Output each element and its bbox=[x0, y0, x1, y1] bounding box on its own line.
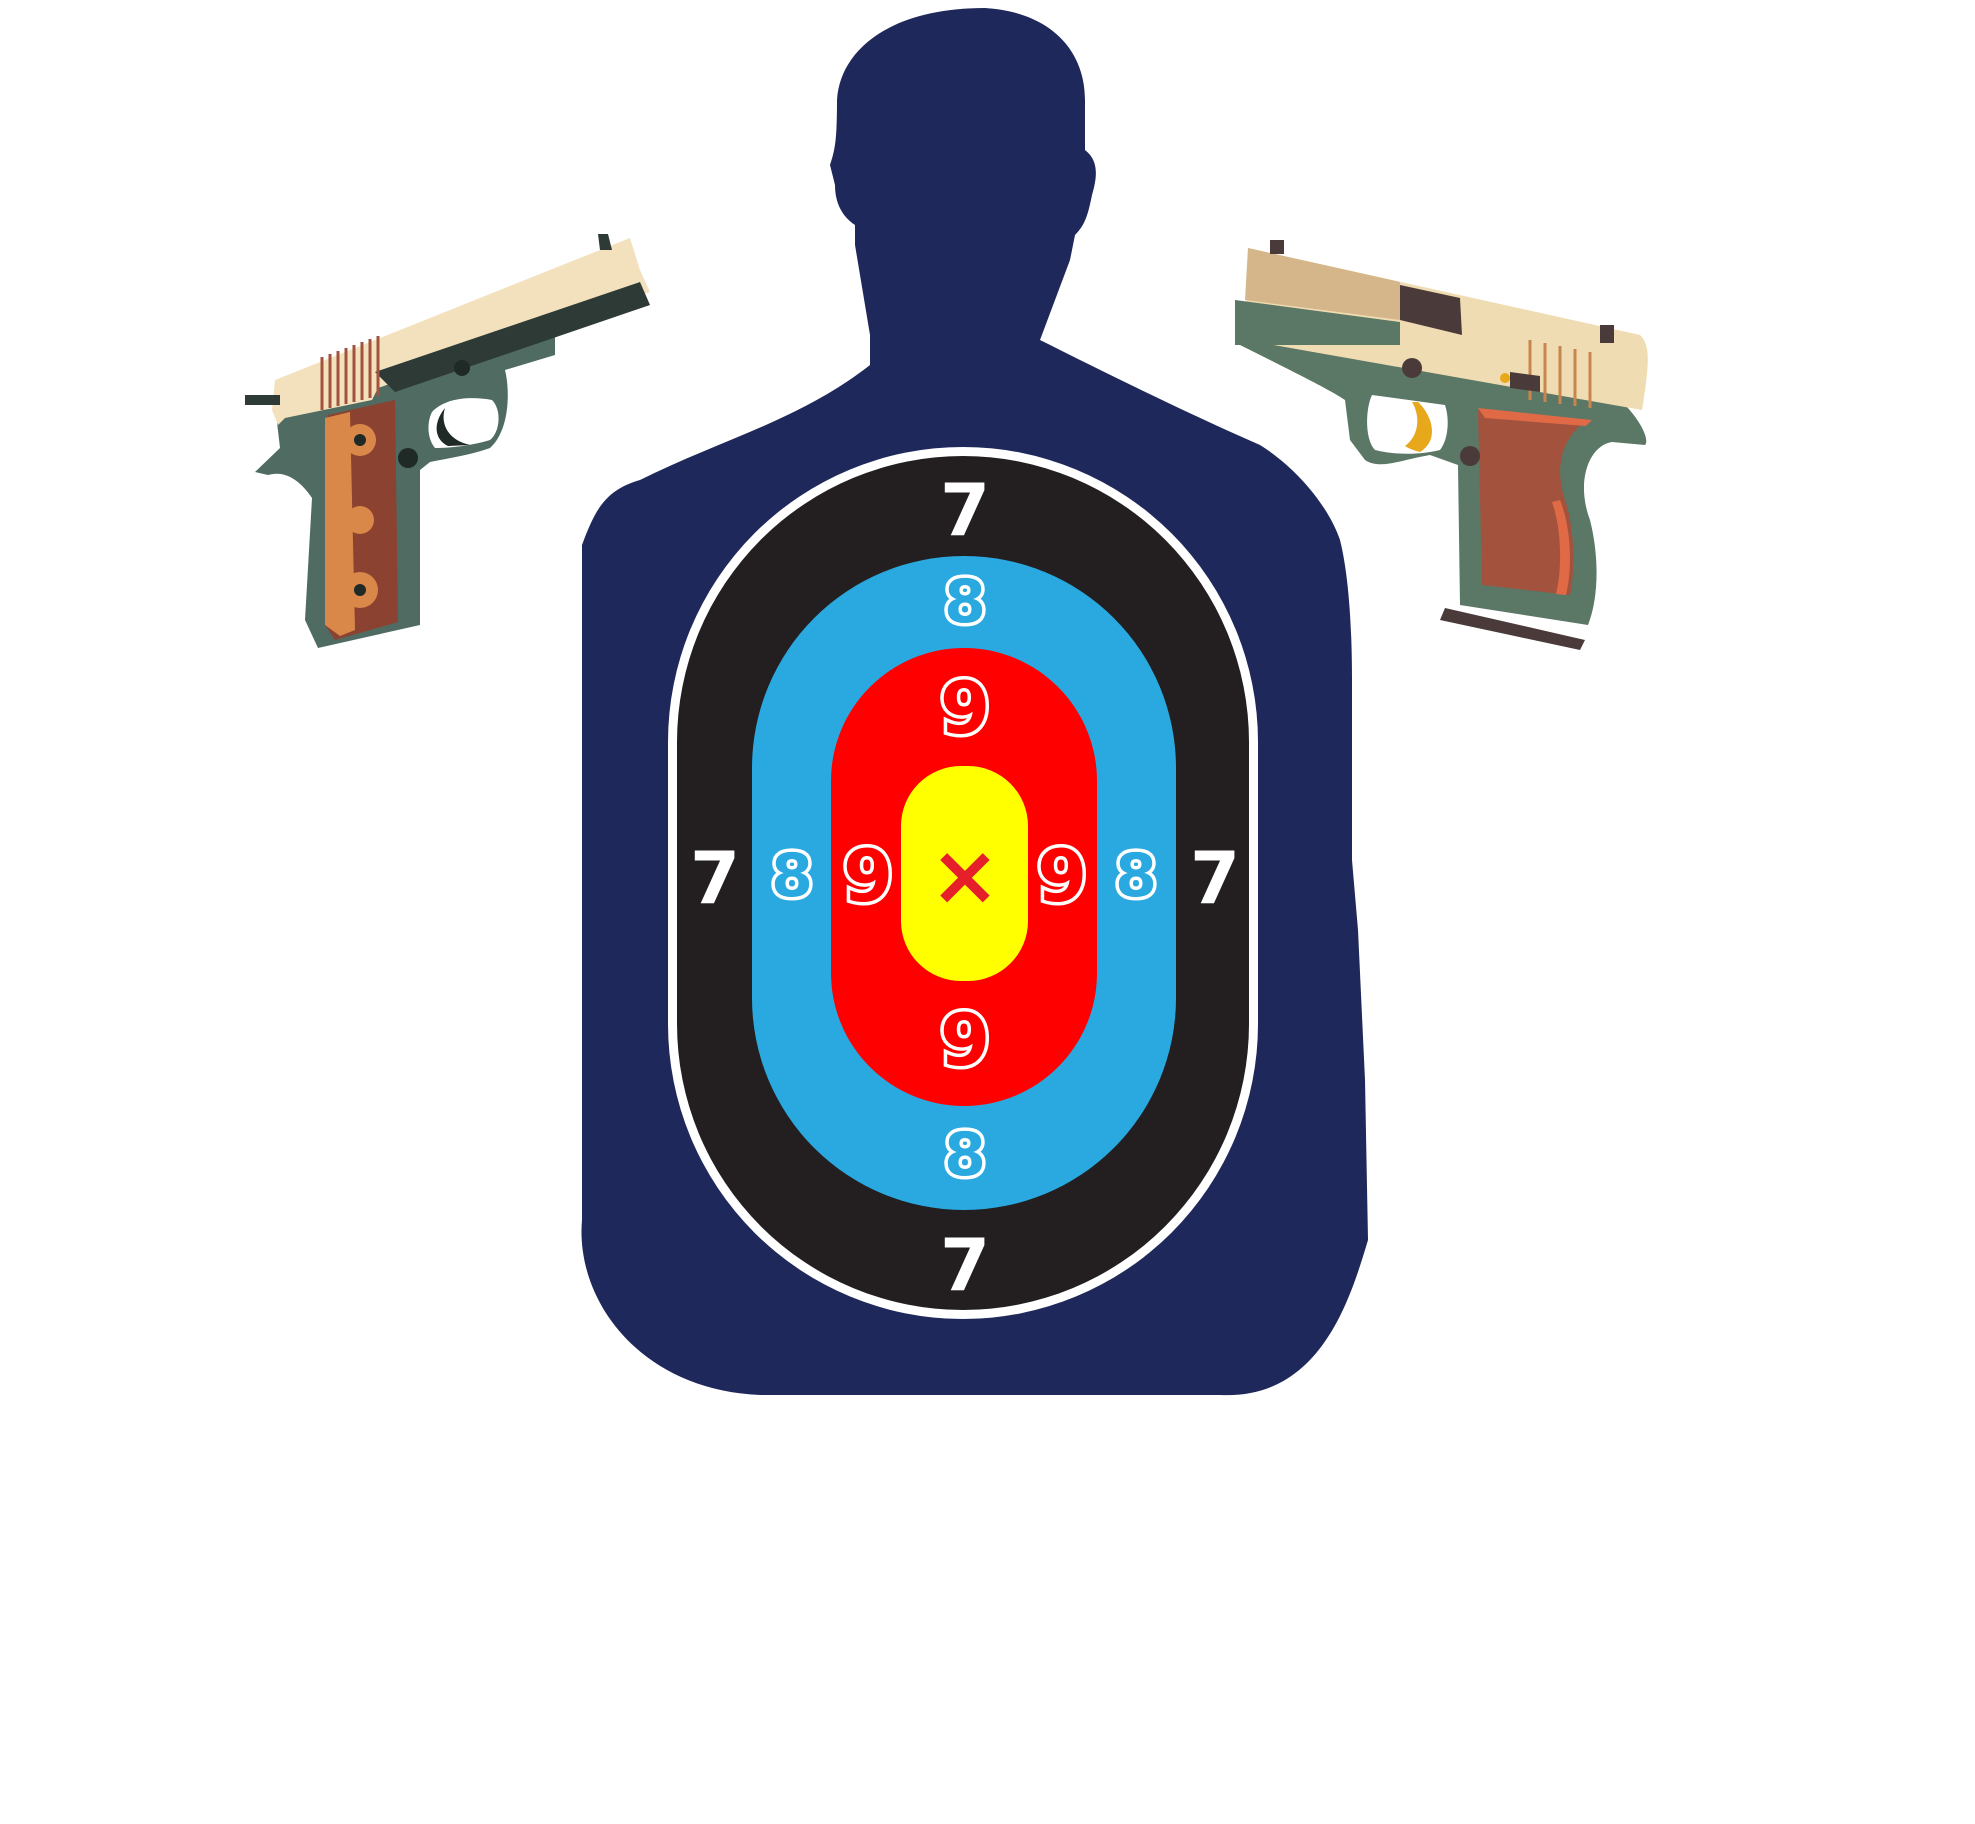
left-pistol-icon bbox=[245, 234, 650, 648]
score-label-left-7: 7 bbox=[690, 836, 740, 920]
center-x-mark: × bbox=[930, 826, 1000, 924]
score-label-top-7: 7 bbox=[940, 468, 990, 552]
score-label-bottom-8: 8 bbox=[944, 1120, 986, 1190]
score-labels-7: 7 7 7 7 bbox=[690, 468, 1240, 1307]
score-label-top-9: 9 bbox=[940, 666, 990, 750]
score-label-right-9: 9 bbox=[1037, 834, 1087, 918]
score-labels-9: 9 9 9 9 bbox=[839, 663, 1090, 1086]
score-label-top-8: 8 bbox=[944, 567, 986, 637]
score-labels-8: 8 8 8 8 bbox=[768, 564, 1161, 1194]
score-label-right-8: 8 bbox=[1115, 841, 1157, 911]
right-pistol-icon bbox=[1235, 240, 1648, 650]
score-label-left-8: 8 bbox=[771, 841, 813, 911]
center-zone bbox=[901, 766, 1028, 981]
score-label-bottom-7: 7 bbox=[940, 1223, 990, 1307]
score-label-right-7: 7 bbox=[1190, 836, 1240, 920]
score-label-left-9: 9 bbox=[843, 834, 893, 918]
score-label-bottom-9: 9 bbox=[940, 998, 990, 1082]
